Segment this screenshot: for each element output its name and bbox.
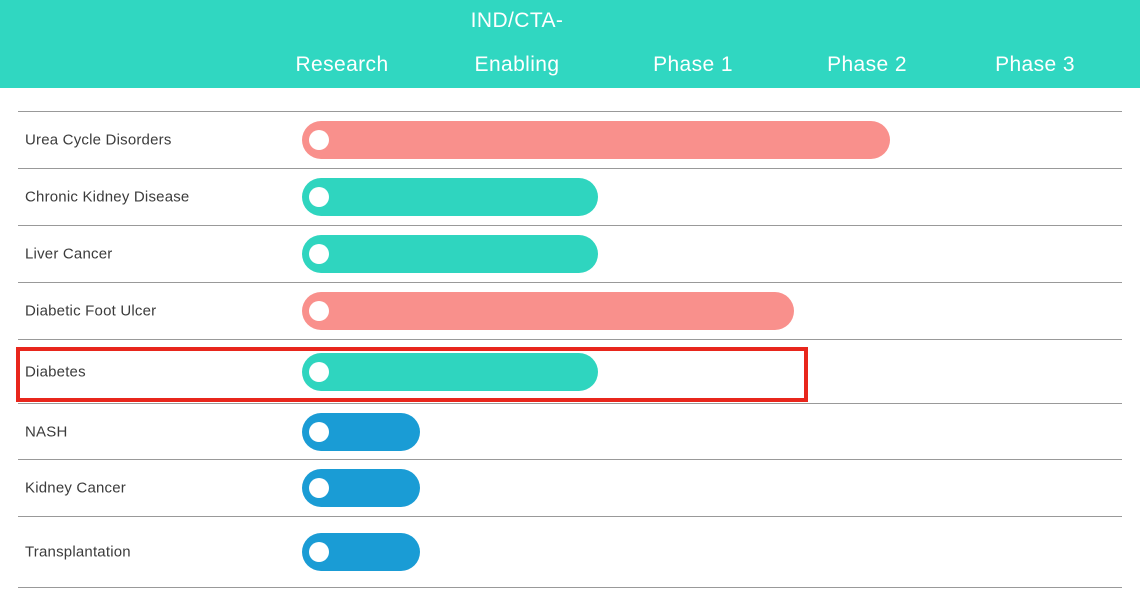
bar-dot-icon	[309, 187, 329, 207]
progress-bar	[302, 292, 794, 330]
column-header-research: Research	[295, 53, 389, 76]
table-row-chronic-kidney-disease[interactable]: Chronic Kidney Disease	[18, 168, 1122, 225]
bar-dot-icon	[309, 130, 329, 150]
progress-bar	[302, 412, 420, 451]
table-row-urea-cycle-disorders[interactable]: Urea Cycle Disorders	[18, 111, 1122, 168]
pipeline-rows: Urea Cycle Disorders Chronic Kidney Dise…	[18, 111, 1122, 588]
bar-dot-icon	[309, 244, 329, 264]
bar-dot-icon	[309, 542, 329, 562]
row-label: Kidney Cancer	[25, 479, 126, 497]
highlight-box	[16, 347, 808, 402]
row-label: Urea Cycle Disorders	[25, 131, 172, 149]
table-row-liver-cancer[interactable]: Liver Cancer	[18, 225, 1122, 282]
bottom-divider	[18, 587, 1122, 588]
row-label: Transplantation	[25, 543, 131, 561]
progress-bar	[302, 533, 420, 571]
column-header-ind-cta-line2: Enabling	[474, 53, 560, 76]
row-label: Liver Cancer	[25, 245, 113, 263]
progress-bar	[302, 178, 598, 216]
progress-bar	[302, 469, 420, 507]
bar-dot-icon	[309, 301, 329, 321]
table-row-diabetic-foot-ulcer[interactable]: Diabetic Foot Ulcer	[18, 282, 1122, 339]
bar-dot-icon	[309, 421, 329, 442]
progress-bar	[302, 121, 890, 159]
row-label: Chronic Kidney Disease	[25, 188, 190, 206]
row-label: NASH	[25, 423, 68, 440]
row-label: Diabetes	[25, 363, 86, 380]
column-header-ind-cta-line1: IND/CTA-	[470, 9, 564, 32]
column-header-phase-2: Phase 2	[827, 53, 907, 76]
table-row-diabetes[interactable]: Diabetes	[18, 339, 1122, 403]
column-header-phase-1: Phase 1	[653, 53, 733, 76]
table-row-transplantation[interactable]: Transplantation	[18, 516, 1122, 587]
bar-dot-icon	[309, 478, 329, 498]
progress-bar	[302, 352, 598, 391]
phase-header: Research IND/CTA- Enabling Phase 1 Phase…	[0, 0, 1140, 88]
progress-bar	[302, 235, 598, 273]
column-header-phase-3: Phase 3	[995, 53, 1075, 76]
table-row-nash[interactable]: NASH	[18, 403, 1122, 459]
table-row-kidney-cancer[interactable]: Kidney Cancer	[18, 459, 1122, 516]
bar-dot-icon	[309, 361, 329, 382]
row-label: Diabetic Foot Ulcer	[25, 302, 157, 320]
